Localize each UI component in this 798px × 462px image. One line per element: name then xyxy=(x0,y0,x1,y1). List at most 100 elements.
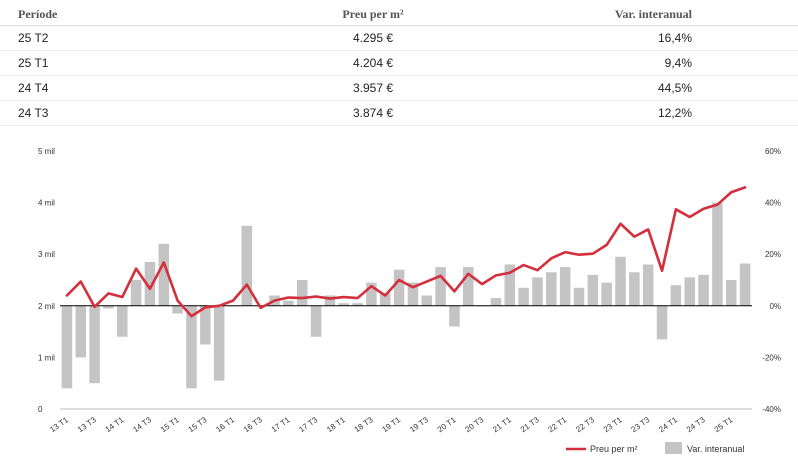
row-period: 24 T4 xyxy=(0,75,248,101)
legend: Preu per m² Var. interanual xyxy=(566,442,744,454)
right-tick-label: -40% xyxy=(762,405,781,414)
x-tick-label: 14 T1 xyxy=(104,415,126,434)
x-tick-label: 18 T3 xyxy=(353,415,375,434)
legend-label-change: Var. interanual xyxy=(687,444,744,454)
x-tick-label: 23 T1 xyxy=(602,415,624,434)
bar-15-T1 xyxy=(172,305,183,314)
bar-17-T2 xyxy=(296,280,308,306)
bar-19-T2 xyxy=(407,282,419,306)
x-tick-label: 18 T1 xyxy=(325,415,347,434)
axes: 0 1 mil 2 mil 3 mil 4 mil 5 mil -40% -20% 0% 20% 4… xyxy=(38,147,781,434)
bar-14-T3 xyxy=(144,261,156,306)
x-tick-label: 14 T3 xyxy=(131,415,153,434)
bar-23-T3 xyxy=(642,264,654,306)
x-tick-label: 20 T1 xyxy=(436,415,458,434)
bar-14-T4 xyxy=(158,243,170,306)
price-line xyxy=(65,186,747,318)
row-price: 3.874 € xyxy=(248,100,498,126)
bar-19-T4 xyxy=(435,267,446,306)
x-tick-label: 16 T1 xyxy=(214,415,236,434)
bar-17-T1 xyxy=(283,300,294,306)
x-tick-label: 13 T1 xyxy=(48,415,70,434)
bar-13-T3 xyxy=(89,305,100,384)
x-tick-label: 21 T1 xyxy=(491,415,513,434)
x-tick-label: 16 T3 xyxy=(242,415,264,434)
bar-14-T1 xyxy=(117,305,128,337)
x-tick-label: 22 T1 xyxy=(547,415,569,434)
bar-18-T1 xyxy=(338,303,349,306)
bar-15-T4 xyxy=(213,305,225,381)
bar-20-T4 xyxy=(490,298,502,306)
header-price: Preu per m² xyxy=(248,4,498,26)
left-tick-label: 2 mil xyxy=(38,302,55,311)
bar-23-T2 xyxy=(629,272,640,306)
legend-bar-swatch xyxy=(665,442,682,454)
row-period: 25 T2 xyxy=(0,25,248,51)
left-tick-label: 4 mil xyxy=(38,199,55,208)
bar-20-T2 xyxy=(463,267,474,306)
bar-24-T1 xyxy=(670,285,682,306)
right-tick-label: 60% xyxy=(765,147,781,156)
summary-table: Període Preu per m² Var. interanual 25 T… xyxy=(0,4,798,126)
row-period: 25 T1 xyxy=(0,50,248,76)
x-tick-label: 19 T1 xyxy=(380,415,402,434)
bar-17-T4 xyxy=(324,295,336,306)
row-price: 4.204 € xyxy=(248,50,498,76)
bar-21-T4 xyxy=(546,272,557,306)
bar-18-T2 xyxy=(352,303,363,306)
bar-15-T2 xyxy=(186,305,197,389)
x-tick-label: 25 T1 xyxy=(713,415,735,434)
x-tick-label: 15 T1 xyxy=(159,415,181,434)
right-tick-label: 40% xyxy=(765,199,781,208)
row-price: 4.295 € xyxy=(248,25,498,51)
right-tick-label: -20% xyxy=(762,353,781,362)
bar-18-T4 xyxy=(379,292,391,306)
bar-22-T2 xyxy=(573,287,585,306)
bar-19-T3 xyxy=(421,295,433,306)
bar-20-T1 xyxy=(449,305,460,327)
bar-13-T1 xyxy=(61,305,73,389)
left-tick-label: 5 mil xyxy=(38,147,55,156)
bar-22-T3 xyxy=(587,274,599,306)
line-series xyxy=(65,186,747,318)
table-row: 24 T3 3.874 € 12,2% xyxy=(0,100,798,126)
bar-23-T4 xyxy=(656,305,668,340)
x-tick-label: 17 T3 xyxy=(297,415,319,434)
bar-19-T1 xyxy=(393,269,405,306)
right-tick-label: 20% xyxy=(765,250,781,259)
left-tick-label: 0 xyxy=(38,405,43,414)
bar-23-T1 xyxy=(615,256,626,306)
left-tick-label: 1 mil xyxy=(38,353,55,362)
row-change: 12,2% xyxy=(498,100,798,126)
x-tick-label: 19 T3 xyxy=(408,415,430,434)
right-tick-label: 0% xyxy=(769,302,781,311)
table-header-row: Període Preu per m² Var. interanual xyxy=(0,4,798,26)
bar-17-T3 xyxy=(310,305,322,337)
legend-label-price: Preu per m² xyxy=(590,444,638,454)
bar-22-T4 xyxy=(601,282,612,306)
bar-24-T3 xyxy=(698,274,709,306)
bar-16-T2 xyxy=(241,225,253,306)
bar-13-T2 xyxy=(75,305,87,358)
bar-21-T3 xyxy=(532,277,543,306)
table-row: 25 T2 4.295 € 16,4% xyxy=(0,25,798,51)
table-row: 25 T1 4.204 € 9,4% xyxy=(0,50,798,76)
row-price: 3.957 € xyxy=(248,75,498,101)
row-change: 44,5% xyxy=(498,75,798,101)
bar-21-T1 xyxy=(504,264,516,306)
x-tick-label: 13 T3 xyxy=(76,415,98,434)
bar-13-T4 xyxy=(103,305,114,309)
bar-21-T2 xyxy=(518,287,529,306)
bar-22-T1 xyxy=(559,267,571,306)
x-tick-label: 20 T3 xyxy=(463,415,485,434)
x-tick-label: 17 T1 xyxy=(270,415,292,434)
x-tick-label: 22 T3 xyxy=(574,415,596,434)
bar-24-T2 xyxy=(684,277,695,306)
header-period: Període xyxy=(0,4,248,26)
price-chart: 0 1 mil 2 mil 3 mil 4 mil 5 mil -40% -20% 0% 20% 4… xyxy=(38,147,781,454)
table-row: 24 T4 3.957 € 44,5% xyxy=(0,75,798,101)
bar-15-T3 xyxy=(200,305,211,345)
bar-25-T1 xyxy=(725,280,737,306)
bar-14-T2 xyxy=(130,280,142,306)
x-tick-label: 24 T3 xyxy=(685,415,707,434)
